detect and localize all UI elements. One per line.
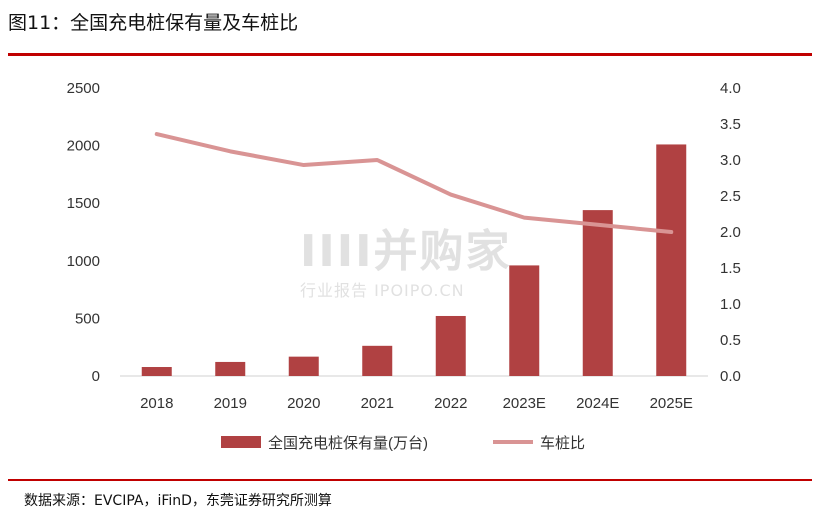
y-left-tick-label: 2000 xyxy=(67,138,100,155)
y-right-tick-label: 2.0 xyxy=(720,224,741,241)
line-point xyxy=(303,164,305,166)
y-left-tick-label: 0 xyxy=(92,368,100,385)
y-right-tick-label: 3.0 xyxy=(720,152,741,169)
line-point xyxy=(376,159,378,161)
y-right-tick-label: 4.0 xyxy=(720,80,741,97)
y-right-tick-label: 2.5 xyxy=(720,188,741,205)
source-note: 数据来源：EVCIPA，iFinD，东莞证券研究所测算 xyxy=(24,493,332,509)
y-left-tick-label: 500 xyxy=(75,310,100,327)
x-tick-label: 2020 xyxy=(287,395,320,412)
y-right-tick-label: 3.5 xyxy=(720,116,741,133)
x-tick-label: 2025E xyxy=(650,395,693,412)
figure-title: 图11：全国充电桩保有量及车桩比 xyxy=(8,12,299,34)
x-tick-label: 2021 xyxy=(361,395,394,412)
x-tick-label: 2019 xyxy=(214,395,247,412)
y-right-tick-label: 1.0 xyxy=(720,296,741,313)
x-tick-label: 2022 xyxy=(434,395,467,412)
y-right-tick-label: 0.5 xyxy=(720,332,741,349)
y-left-tick-label: 1500 xyxy=(67,195,100,212)
legend-swatch-bar xyxy=(221,436,261,448)
bar xyxy=(141,367,172,376)
legend-label-bar: 全国充电桩保有量(万台) xyxy=(268,434,428,452)
top-rule xyxy=(8,53,812,56)
line-point xyxy=(670,231,672,233)
line-point xyxy=(597,224,599,226)
y-right-tick-label: 0.0 xyxy=(720,368,741,385)
bar xyxy=(582,210,613,376)
bar xyxy=(509,265,540,376)
legend-label-line: 车桩比 xyxy=(540,435,585,452)
bar xyxy=(288,356,319,376)
bar xyxy=(656,144,687,376)
line-point xyxy=(523,217,525,219)
line-point xyxy=(156,133,158,135)
x-tick-label: 2024E xyxy=(576,395,619,412)
bar xyxy=(362,345,393,376)
line-point xyxy=(229,150,231,152)
bar xyxy=(435,315,466,376)
y-left-tick-label: 1000 xyxy=(67,253,100,270)
y-right-tick-label: 1.5 xyxy=(720,260,741,277)
line-point xyxy=(450,194,452,196)
x-tick-label: 2018 xyxy=(140,395,173,412)
series-line xyxy=(154,132,674,234)
bottom-rule xyxy=(8,479,812,481)
bar xyxy=(215,361,246,376)
y-left-tick-label: 2500 xyxy=(67,80,100,97)
x-tick-label: 2023E xyxy=(503,395,546,412)
